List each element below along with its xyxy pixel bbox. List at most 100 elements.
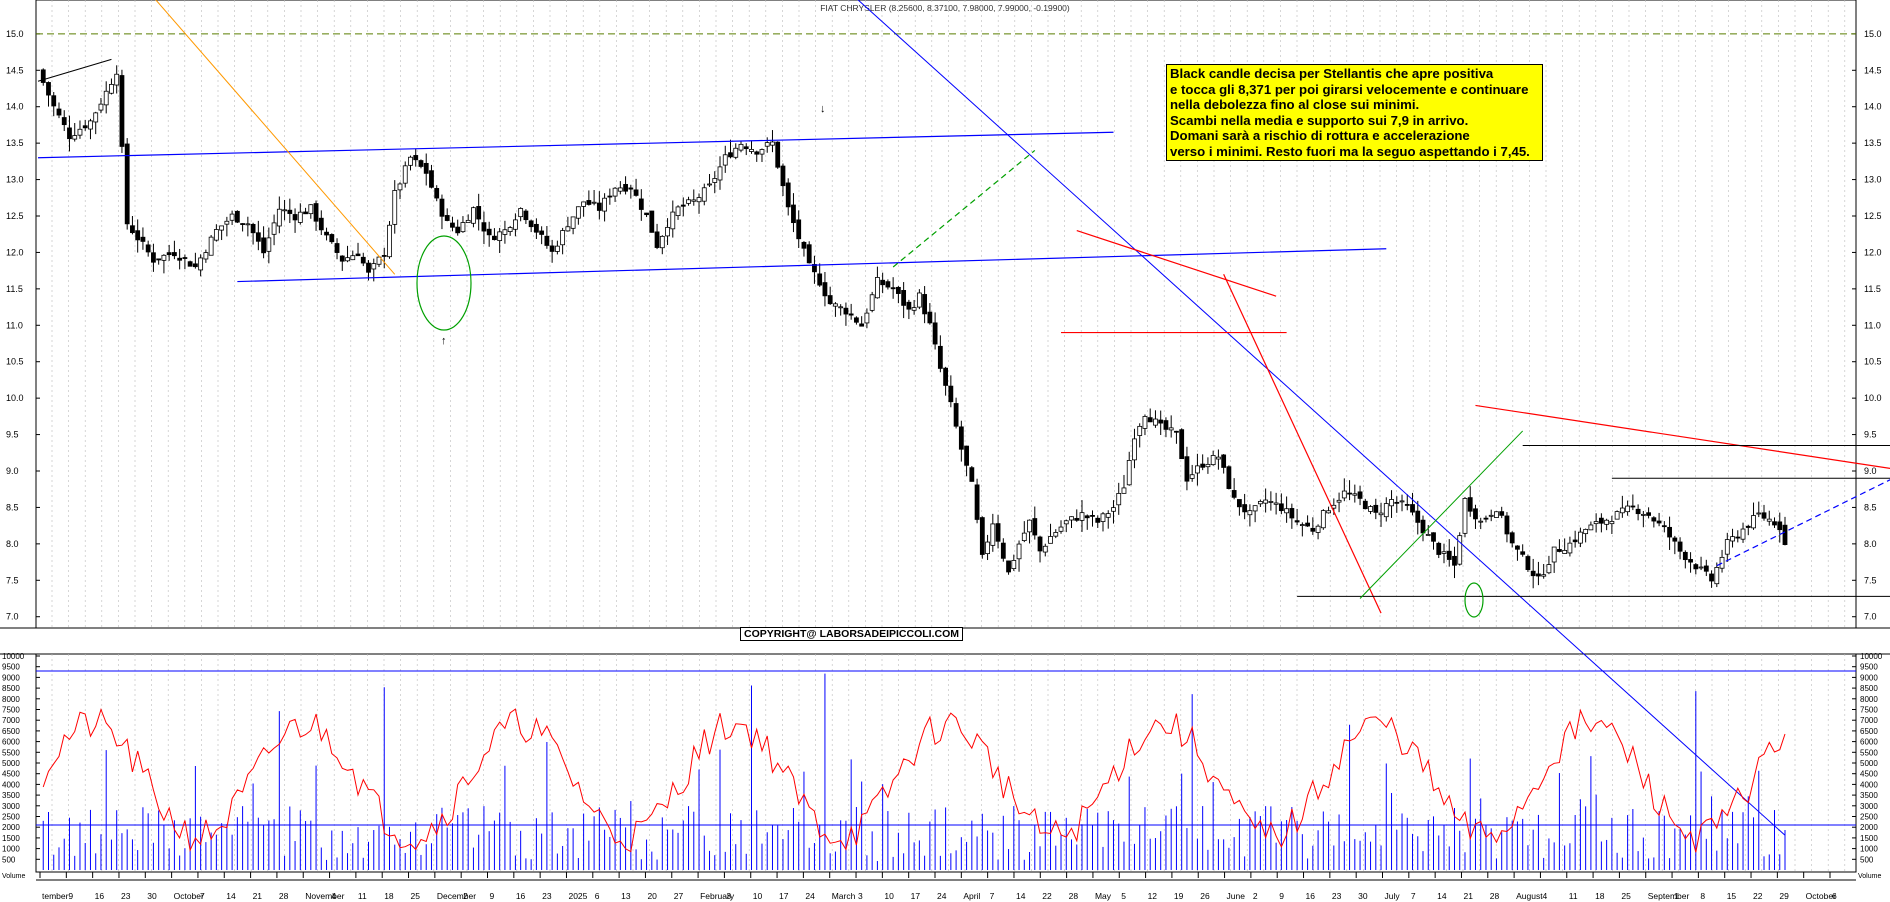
candle-body	[948, 385, 954, 403]
candle-body	[596, 202, 602, 211]
x-tick-label: 10	[753, 891, 763, 901]
candle-body	[161, 254, 167, 261]
candle-body	[1326, 510, 1331, 514]
candle-body	[1126, 460, 1132, 486]
candle-body	[1158, 419, 1164, 424]
candle-body	[56, 108, 62, 116]
x-tick-label: 17	[911, 891, 921, 901]
candle-body	[1572, 539, 1578, 543]
x-tick-label: September	[1648, 891, 1690, 901]
candle-body	[240, 223, 246, 225]
candle-body	[1693, 564, 1699, 570]
candle-body	[1709, 573, 1714, 582]
candle-body	[958, 426, 964, 450]
candle-body	[1588, 524, 1594, 531]
candle-body	[1132, 438, 1137, 461]
candle-body	[88, 120, 93, 130]
candle-body	[691, 199, 697, 202]
candle-body	[297, 211, 303, 223]
candle-body	[507, 227, 513, 232]
candle-body	[880, 279, 886, 286]
candle-body	[1336, 499, 1342, 503]
candle-body	[1577, 531, 1583, 544]
candle-body	[151, 252, 156, 263]
candle-body	[465, 219, 471, 224]
candle-body	[46, 82, 51, 96]
candle-body	[1446, 550, 1452, 560]
candle-body	[1362, 500, 1368, 510]
x-tick-label: 22	[1753, 891, 1763, 901]
candle-body	[1174, 430, 1179, 433]
candle-body	[1111, 507, 1116, 512]
x-tick-label: 11	[358, 891, 367, 901]
candle-body	[1310, 527, 1316, 532]
x-tick-label: 15	[1727, 891, 1737, 901]
y-tick-label-right: 9.5	[1864, 430, 1877, 440]
candle-body	[1457, 535, 1463, 565]
candle-body	[1100, 513, 1106, 522]
candle-body	[1735, 536, 1741, 539]
candle-body	[743, 146, 749, 150]
y-tick-label-left: 7.0	[6, 612, 19, 622]
candle-body	[916, 292, 922, 308]
vol-tick-label-right: 5000	[1860, 759, 1878, 768]
major-downtrend-line	[857, 0, 1786, 836]
candle-body	[1084, 515, 1090, 519]
candle-body	[995, 523, 1001, 542]
candle-body	[817, 273, 823, 286]
candle-body	[460, 222, 466, 233]
candle-body	[1179, 429, 1185, 460]
x-tick-label: 24	[937, 891, 947, 901]
y-tick-label-left: 14.5	[6, 65, 24, 75]
candle-body	[1698, 566, 1704, 569]
candle-body	[166, 252, 172, 256]
vol-tick-label-left: 8500	[2, 684, 20, 693]
candle-body	[1551, 546, 1557, 563]
x-tick-label: 9	[68, 891, 73, 901]
candle-body	[1221, 454, 1227, 468]
candle-body	[953, 403, 959, 427]
x-tick-label: 21	[253, 891, 263, 901]
vol-tick-label-left: 7500	[2, 706, 20, 715]
candle-body	[418, 160, 424, 167]
candle-body	[1053, 532, 1059, 537]
candle-body	[203, 252, 209, 260]
candle-body	[1289, 508, 1295, 519]
volume-moving-average	[42, 707, 1786, 853]
candle-body	[722, 154, 728, 166]
candle-body	[1593, 521, 1599, 525]
breakdown-red-line	[1223, 274, 1382, 614]
candle-body	[219, 225, 225, 231]
y-tick-label-left: 12.0	[6, 247, 24, 257]
candle-body	[591, 201, 597, 204]
candle-body	[266, 237, 272, 252]
candle-body	[486, 228, 492, 236]
candle-body	[1006, 560, 1011, 573]
y-tick-label-left: 11.5	[6, 284, 23, 294]
candle-body	[1137, 425, 1143, 436]
candle-body	[1058, 526, 1064, 532]
candle-body	[607, 195, 613, 198]
candle-body	[413, 155, 419, 161]
x-tick-label: 27	[674, 891, 684, 901]
candle-body	[964, 445, 969, 466]
x-tick-label: 6	[595, 891, 600, 901]
candle-body	[67, 127, 72, 140]
candle-body	[749, 148, 754, 152]
x-tick-label: 7	[990, 891, 995, 901]
candle-body	[513, 219, 518, 230]
candle-body	[392, 190, 398, 225]
candle-body	[570, 216, 576, 229]
candle-body	[1425, 534, 1431, 536]
candle-body	[1619, 507, 1625, 514]
x-tick-label: 25	[411, 891, 421, 901]
candle-body	[717, 166, 723, 181]
candle-body	[649, 210, 655, 233]
candle-body	[1635, 508, 1641, 515]
candle-body	[1168, 427, 1174, 431]
candle-body	[549, 245, 555, 252]
candle-body	[450, 222, 455, 228]
candle-body	[245, 223, 251, 226]
candle-body	[1520, 551, 1526, 555]
